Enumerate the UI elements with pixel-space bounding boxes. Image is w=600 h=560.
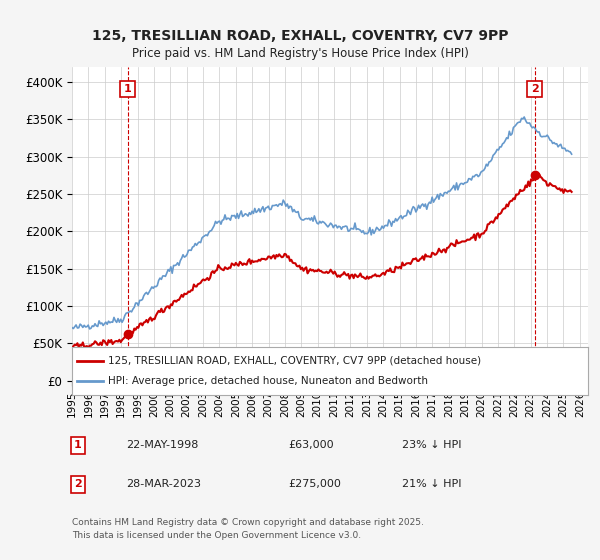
Text: HPI: Average price, detached house, Nuneaton and Bedworth: HPI: Average price, detached house, Nune…: [108, 376, 428, 386]
Text: Contains HM Land Registry data © Crown copyright and database right 2025.
This d: Contains HM Land Registry data © Crown c…: [72, 519, 424, 540]
Text: 2: 2: [531, 84, 538, 94]
Text: 22-MAY-1998: 22-MAY-1998: [126, 440, 199, 450]
Text: £63,000: £63,000: [288, 440, 334, 450]
Text: 28-MAR-2023: 28-MAR-2023: [126, 479, 201, 489]
Text: Price paid vs. HM Land Registry's House Price Index (HPI): Price paid vs. HM Land Registry's House …: [131, 46, 469, 60]
Text: 23% ↓ HPI: 23% ↓ HPI: [402, 440, 461, 450]
Text: 1: 1: [124, 84, 131, 94]
Text: 2: 2: [74, 479, 82, 489]
Text: 21% ↓ HPI: 21% ↓ HPI: [402, 479, 461, 489]
Text: 125, TRESILLIAN ROAD, EXHALL, COVENTRY, CV7 9PP (detached house): 125, TRESILLIAN ROAD, EXHALL, COVENTRY, …: [108, 356, 481, 366]
Text: 125, TRESILLIAN ROAD, EXHALL, COVENTRY, CV7 9PP: 125, TRESILLIAN ROAD, EXHALL, COVENTRY, …: [92, 29, 508, 44]
Text: £275,000: £275,000: [288, 479, 341, 489]
Text: 1: 1: [74, 440, 82, 450]
